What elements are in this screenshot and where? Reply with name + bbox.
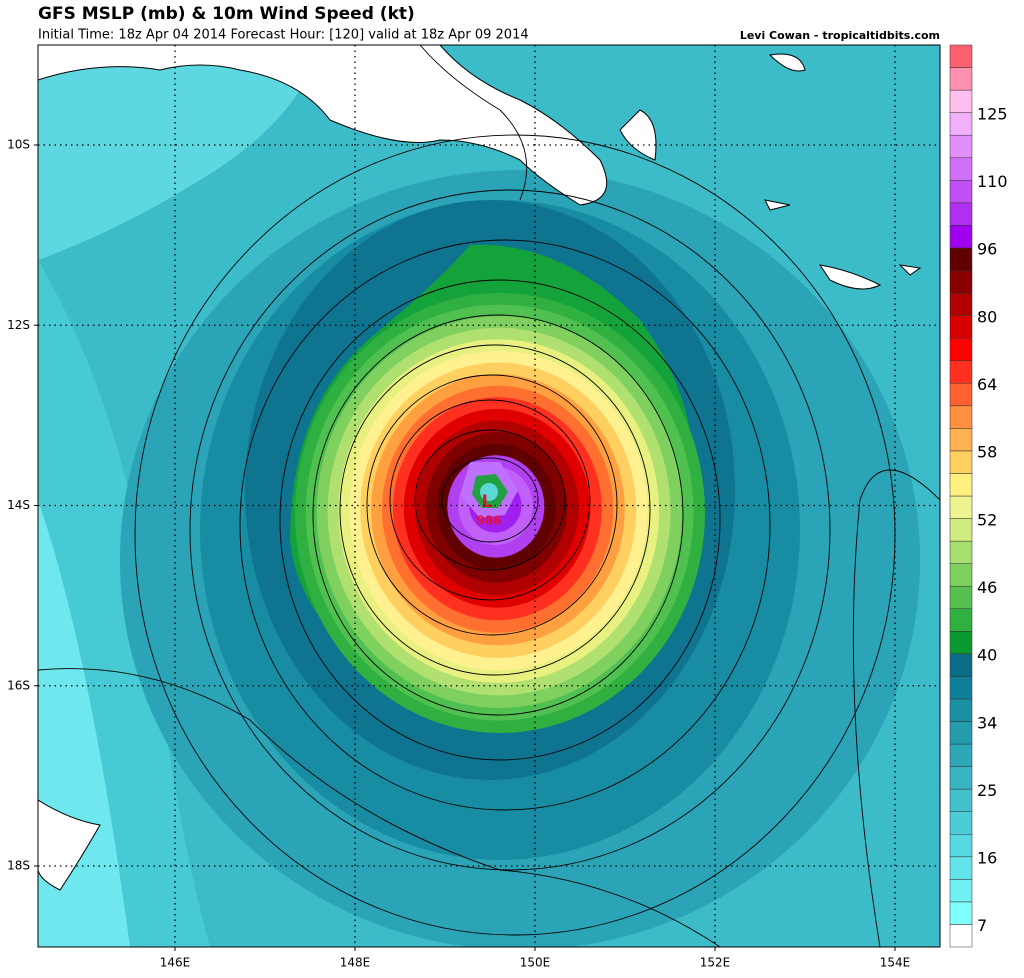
colorbar-swatch <box>949 180 973 204</box>
colorbar-label: 16 <box>977 849 997 868</box>
colorbar-swatch <box>949 337 973 361</box>
low-marker: L <box>482 492 493 512</box>
colorbar-swatch <box>949 834 973 858</box>
colorbar-label: 25 <box>977 781 997 800</box>
subtitle: Initial Time: 18z Apr 04 2014 Forecast H… <box>38 28 529 43</box>
lon-label: 146E <box>160 956 191 970</box>
wind-field <box>38 45 320 260</box>
colorbar-swatch <box>949 202 973 226</box>
colorbar-swatch <box>949 383 973 407</box>
colorbar-swatch <box>949 134 973 158</box>
colorbar-swatch <box>949 225 973 249</box>
colorbar-label: 7 <box>977 916 987 935</box>
colorbar-swatch <box>949 879 973 903</box>
lat-label: 14S <box>7 498 30 512</box>
colorbar-label: 96 <box>977 240 997 259</box>
colorbar-swatch <box>949 856 973 880</box>
colorbar-swatch <box>949 518 973 542</box>
colorbar-swatch <box>949 44 973 68</box>
colorbar-label: 40 <box>977 646 997 665</box>
colorbar-label: 64 <box>977 375 997 394</box>
colorbar-label: 46 <box>977 578 997 597</box>
credit: Levi Cowan - tropicaltidbits.com <box>740 29 940 42</box>
colorbar-swatch <box>949 653 973 677</box>
colorbar-label: 34 <box>977 713 997 732</box>
colorbar-swatch <box>949 811 973 835</box>
colorbar-swatch <box>949 473 973 497</box>
colorbar-label: 80 <box>977 307 997 326</box>
land <box>38 45 608 206</box>
colorbar-swatch <box>949 315 973 339</box>
lon-label: 148E <box>340 956 371 970</box>
colorbar-swatch <box>949 676 973 700</box>
island <box>619 53 922 290</box>
colorbar-swatch <box>949 495 973 519</box>
colorbar-swatch <box>949 450 973 474</box>
colorbar-swatch <box>949 766 973 790</box>
colorbar-swatch <box>949 743 973 767</box>
colorbar-label: 52 <box>977 510 997 529</box>
colorbar-swatch <box>949 360 973 384</box>
colorbar-swatch <box>949 247 973 271</box>
colorbar-swatch <box>949 428 973 452</box>
lon-label: 152E <box>700 956 731 970</box>
lat-label: 12S <box>7 318 30 332</box>
title: GFS MSLP (mb) & 10m Wind Speed (kt) <box>38 4 415 24</box>
colorbar-label: 125 <box>977 104 1008 123</box>
lat-label: 18S <box>7 859 30 873</box>
colorbar-label: 58 <box>977 443 997 462</box>
lon-label: 150E <box>520 956 551 970</box>
lat-label: 10S <box>7 138 30 152</box>
colorbar-swatch <box>949 157 973 181</box>
colorbar-swatch <box>949 112 973 136</box>
colorbar-swatch <box>949 901 973 925</box>
wind-field <box>480 483 498 501</box>
colorbar-swatch <box>949 89 973 113</box>
colorbar-swatch <box>949 67 973 91</box>
colorbar-label: 110 <box>977 172 1008 191</box>
map-frame <box>37 44 941 948</box>
colorbar-swatch <box>949 405 973 429</box>
colorbar-swatch <box>949 788 973 812</box>
colorbar-swatch <box>949 721 973 745</box>
colorbar-swatch <box>949 631 973 655</box>
colorbar-swatch <box>949 924 973 948</box>
low-pressure: 986 <box>476 514 501 528</box>
colorbar-swatch <box>949 270 973 294</box>
lon-label: 154E <box>880 956 911 970</box>
lat-label: 16S <box>7 678 30 692</box>
colorbar-swatch <box>949 698 973 722</box>
colorbar-swatch <box>949 292 973 316</box>
colorbar-swatch <box>949 563 973 587</box>
colorbar-swatch <box>949 585 973 610</box>
colorbar-swatch <box>949 540 973 564</box>
colorbar-swatch <box>949 608 973 632</box>
land <box>38 799 101 891</box>
